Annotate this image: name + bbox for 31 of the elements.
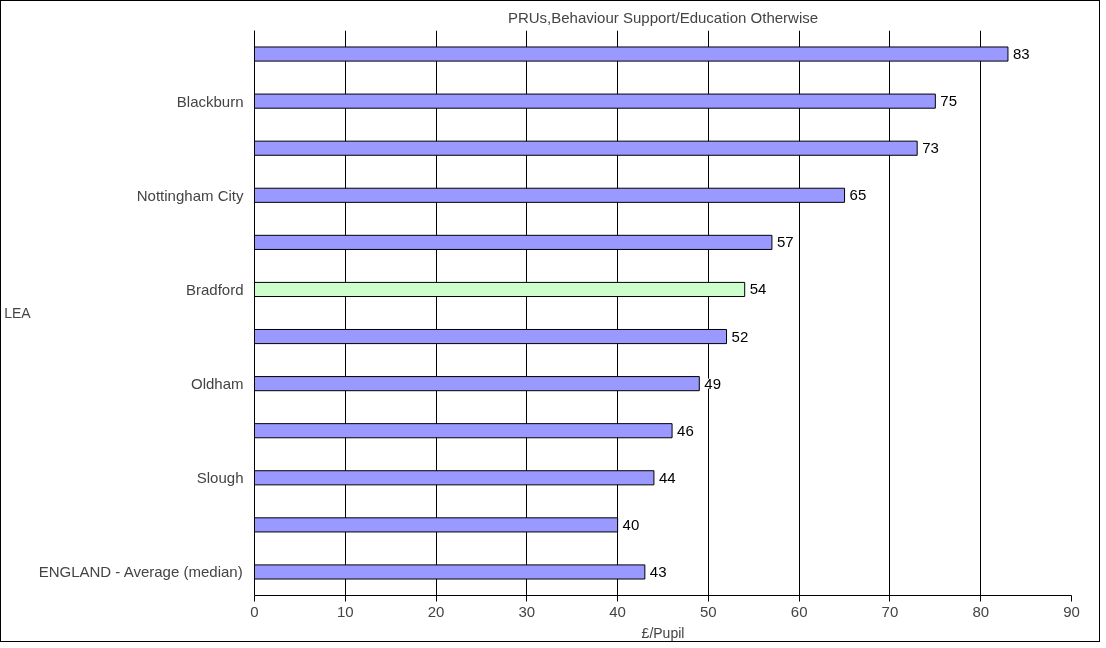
data-label: 54 [749,280,767,298]
chart-title: PRUs,Behaviour Support/Education Otherwise [507,8,819,26]
x-tick-label: 60 [790,602,808,620]
x-tick-label: 90 [1063,602,1080,620]
data-label: 49 [704,374,721,392]
x-tick-label: 10 [336,602,354,620]
data-label: 43 [649,562,667,580]
y-tick-label: Oldham [190,375,244,393]
y-tick-label: ENGLAND - Average (median) [38,563,243,581]
x-tick-label: 0 [250,602,259,620]
y-axis-title: LEA [4,305,32,321]
data-label: 83 [1012,45,1030,63]
data-label: 44 [658,468,676,486]
x-tick-label: 50 [700,602,717,620]
y-tick-label: Bradford [185,280,244,298]
x-axis-title: £/Pupil [641,624,685,641]
data-label: 57 [776,233,794,251]
y-tick-label: Blackburn [176,92,244,110]
x-tick-label: 70 [881,602,899,620]
data-label: 40 [622,515,640,533]
x-tick-label: 80 [972,602,990,620]
y-tick-label: Slough [196,469,244,487]
x-tick-label: 20 [427,602,445,620]
x-tick-label: 40 [609,602,626,620]
x-tick-label: 30 [518,602,536,620]
data-label: 65 [849,186,867,204]
data-label: 52 [731,327,749,345]
data-label: 75 [940,92,958,110]
data-label: 46 [677,421,694,439]
y-tick-label: Nottingham City [136,186,244,204]
data-label: 73 [922,139,939,157]
